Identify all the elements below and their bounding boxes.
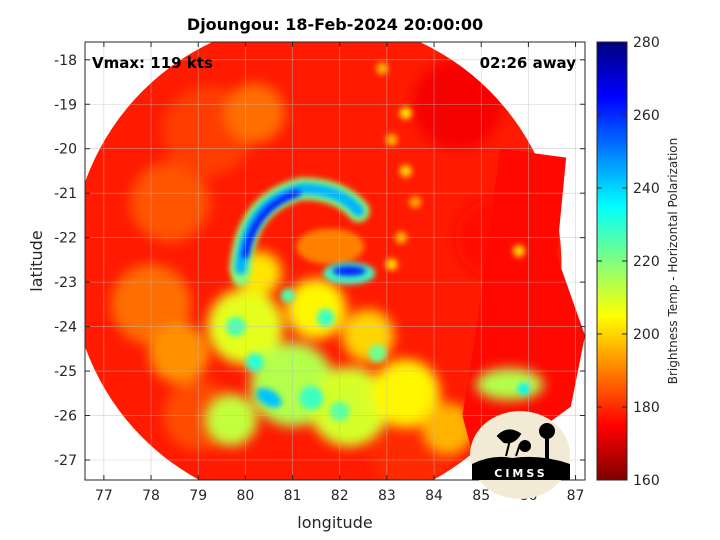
rain-blob: [286, 278, 347, 339]
colorbar-label: Brightness Temp - Horizontal Polarizatio…: [666, 138, 680, 385]
colorbar-tick-label: 160: [633, 473, 660, 489]
rain-blob: [205, 393, 258, 446]
eyewall-band-core: [242, 190, 301, 259]
x-axis-ticks: 7778798081828384858687: [95, 42, 585, 504]
rainband-cell: [399, 164, 412, 177]
east-swath-rain: [475, 368, 544, 401]
colorbar-tick-label: 280: [633, 35, 660, 51]
colorbar-tick-label: 220: [633, 254, 660, 270]
colorbar-tick-label: 240: [633, 181, 660, 197]
y-tick-label: -18: [54, 53, 77, 69]
y-tick-label: -24: [54, 320, 77, 336]
x-tick-label: 85: [472, 488, 490, 504]
logo-tower-icon: [545, 435, 549, 463]
x-tick-label: 83: [378, 488, 396, 504]
y-axis-ticks: -18 -19 -20 -21 -22 -23 -24 -25 -26 -27: [54, 53, 585, 469]
colorbar-tick-label: 260: [633, 108, 660, 124]
logo-disc: [470, 411, 570, 499]
eyewall-band-mid: [234, 182, 365, 275]
logo-tower-tank-icon: [539, 423, 555, 439]
rainband-cell: [409, 196, 422, 209]
precip-core: [245, 353, 264, 372]
rainband-cell: [385, 258, 398, 271]
x-axis-label: longitude: [297, 513, 372, 532]
texture-blob: [129, 162, 210, 243]
x-tick-label: 84: [425, 488, 443, 504]
y-tick-label: -26: [54, 409, 77, 425]
precip-core: [280, 288, 295, 303]
precip-core: [368, 344, 387, 363]
outer-band-south: [256, 387, 282, 408]
x-tick-label: 87: [567, 488, 585, 504]
logo-dish-head-icon: [519, 440, 531, 452]
rain-blob: [309, 366, 390, 447]
rain-blob: [371, 359, 440, 428]
x-tick-label: 77: [95, 488, 113, 504]
rainband-cell: [385, 133, 398, 146]
texture-blob: [224, 83, 285, 144]
rainband-cell: [376, 62, 389, 75]
precip-core: [316, 308, 335, 327]
x-tick-label: 78: [142, 488, 160, 504]
y-tick-label: -23: [54, 275, 77, 291]
logo-ground-icon: [472, 456, 570, 480]
core-moat: [296, 228, 365, 265]
eyewall-south-core: [332, 266, 367, 277]
precip-core: [299, 385, 324, 410]
y-tick-label: -25: [54, 364, 77, 380]
east-swath: [462, 148, 585, 469]
plot-frame: [84, 41, 586, 481]
rainband-cell: [399, 107, 412, 120]
logo-text: CIMSS: [494, 467, 547, 480]
x-tick-label: 81: [284, 488, 302, 504]
y-tick-label: -21: [54, 186, 77, 202]
texture-blob: [149, 323, 210, 384]
x-tick-label: 80: [236, 488, 254, 504]
cimss-logo: CIMSS: [470, 411, 570, 499]
colorbar-ticks: 160 180 200 220 240 260 280: [597, 35, 660, 489]
x-tick-label: 82: [331, 488, 349, 504]
y-tick-label: -27: [54, 453, 77, 469]
colorbar-tick-label: 180: [633, 400, 660, 416]
time-away-annotation: 02:26 away: [480, 54, 577, 72]
vmax-annotation: Vmax: 119 kts: [92, 54, 213, 72]
chart-title: Djoungou: 18-Feb-2024 20:00:00: [187, 15, 483, 34]
y-axis-label: latitude: [27, 230, 46, 291]
colorbar-tick-label: 200: [633, 327, 660, 343]
y-tick-label: -22: [54, 231, 77, 247]
y-tick-label: -20: [54, 142, 77, 158]
y-tick-label: -19: [54, 97, 77, 113]
x-tick-label: 79: [189, 488, 207, 504]
rain-blob: [422, 402, 475, 455]
east-swath-core: [517, 382, 530, 395]
east-swath-cell: [512, 244, 525, 257]
